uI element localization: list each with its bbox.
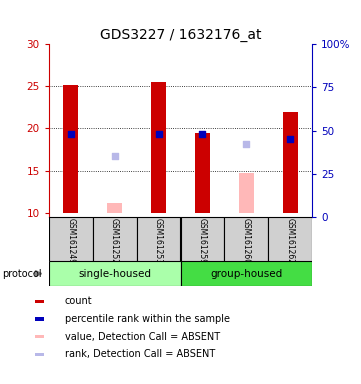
Text: group-housed: group-housed bbox=[210, 268, 283, 279]
Text: count: count bbox=[65, 296, 92, 306]
Bar bbox=[283, 112, 298, 213]
Text: value, Detection Call = ABSENT: value, Detection Call = ABSENT bbox=[65, 332, 220, 342]
Bar bbox=[49, 217, 93, 261]
Bar bbox=[151, 82, 166, 213]
Bar bbox=[225, 217, 268, 261]
Point bbox=[68, 131, 74, 137]
Bar bbox=[195, 132, 210, 213]
Bar bbox=[93, 217, 136, 261]
Point bbox=[112, 153, 117, 159]
Text: GSM161249: GSM161249 bbox=[66, 218, 75, 265]
Bar bbox=[49, 261, 180, 286]
Bar bbox=[35, 317, 44, 321]
Text: single-housed: single-housed bbox=[78, 268, 151, 279]
Title: GDS3227 / 1632176_at: GDS3227 / 1632176_at bbox=[100, 28, 261, 42]
Bar bbox=[239, 173, 254, 213]
Point bbox=[200, 131, 205, 137]
Point bbox=[156, 131, 161, 137]
Point bbox=[243, 141, 249, 147]
Text: GSM161259: GSM161259 bbox=[198, 218, 207, 265]
Point bbox=[287, 136, 293, 142]
Bar bbox=[35, 353, 44, 356]
Text: protocol: protocol bbox=[2, 268, 42, 279]
Text: GSM161260: GSM161260 bbox=[242, 218, 251, 265]
Bar bbox=[180, 261, 312, 286]
Bar bbox=[180, 217, 225, 261]
Bar bbox=[136, 217, 180, 261]
Text: GSM161253: GSM161253 bbox=[154, 218, 163, 265]
Text: percentile rank within the sample: percentile rank within the sample bbox=[65, 314, 230, 324]
Bar bbox=[35, 300, 44, 303]
Text: GSM161262: GSM161262 bbox=[286, 218, 295, 264]
Bar bbox=[268, 217, 312, 261]
Bar bbox=[107, 203, 122, 213]
Text: rank, Detection Call = ABSENT: rank, Detection Call = ABSENT bbox=[65, 349, 215, 359]
Text: GSM161252: GSM161252 bbox=[110, 218, 119, 264]
Bar bbox=[63, 84, 78, 213]
Bar bbox=[35, 335, 44, 339]
